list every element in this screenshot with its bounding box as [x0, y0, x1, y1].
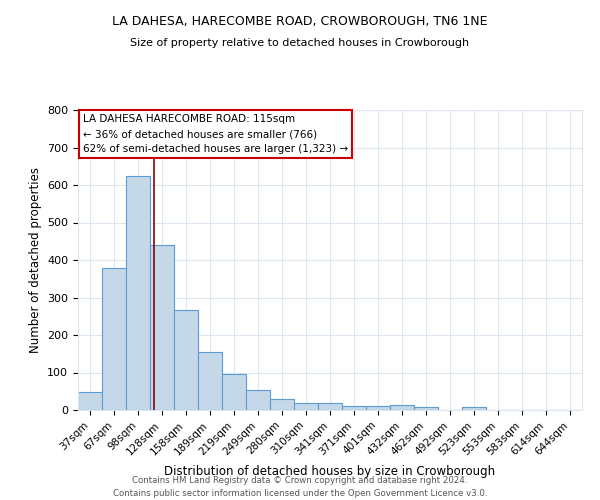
Bar: [390, 405, 414, 410]
X-axis label: Distribution of detached houses by size in Crowborough: Distribution of detached houses by size …: [164, 465, 496, 478]
Bar: [102, 268, 126, 410]
Bar: [318, 403, 342, 410]
Bar: [270, 399, 294, 410]
Bar: [222, 374, 246, 410]
Bar: [78, 392, 102, 410]
Bar: [366, 406, 390, 410]
Text: Size of property relative to detached houses in Crowborough: Size of property relative to detached ho…: [130, 38, 470, 48]
Text: LA DAHESA, HARECOMBE ROAD, CROWBOROUGH, TN6 1NE: LA DAHESA, HARECOMBE ROAD, CROWBOROUGH, …: [112, 15, 488, 28]
Bar: [150, 245, 174, 410]
Bar: [462, 407, 486, 410]
Text: LA DAHESA HARECOMBE ROAD: 115sqm
← 36% of detached houses are smaller (766)
62% : LA DAHESA HARECOMBE ROAD: 115sqm ← 36% o…: [83, 114, 348, 154]
Bar: [126, 176, 150, 410]
Bar: [246, 390, 270, 410]
Bar: [174, 310, 198, 410]
Bar: [342, 406, 366, 410]
Y-axis label: Number of detached properties: Number of detached properties: [29, 167, 41, 353]
Bar: [414, 407, 438, 410]
Bar: [198, 352, 222, 410]
Text: Contains HM Land Registry data © Crown copyright and database right 2024.
Contai: Contains HM Land Registry data © Crown c…: [113, 476, 487, 498]
Bar: [294, 403, 318, 410]
